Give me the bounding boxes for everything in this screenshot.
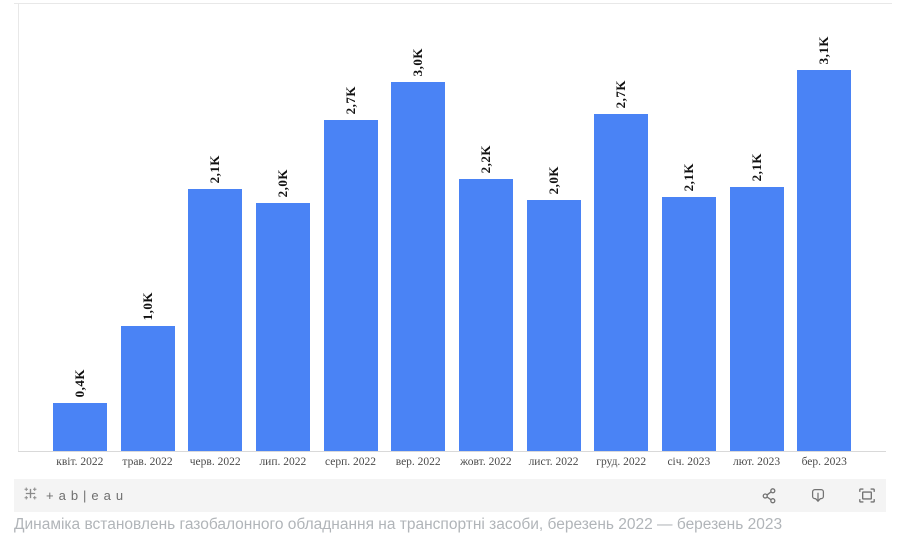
bar-column: 2,7K серп. 2022 [317,3,385,468]
tableau-logo-icon [22,485,39,507]
x-axis-tick-label: лист. 2022 [528,456,579,468]
bar-value-label: 2,1K [748,152,764,181]
bar[interactable] [729,187,784,451]
download-button[interactable] [807,485,829,506]
chart-top-border [14,3,892,4]
bar-value-label: 1,0K [139,291,155,320]
x-axis-line [18,451,886,452]
bar-column: 2,7K груд. 2022 [587,3,655,468]
x-axis-tick-label: трав. 2022 [122,456,173,468]
x-axis-tick-label: лип. 2022 [259,456,307,468]
bar[interactable] [391,82,446,451]
bar[interactable] [120,326,175,451]
bar-column: 2,0K лип. 2022 [249,3,317,468]
download-icon [809,487,827,504]
bar-value-label: 2,1K [680,162,696,191]
fullscreen-button[interactable] [856,485,878,506]
bar[interactable] [526,200,581,451]
bar-value-label: 2,7K [613,79,629,108]
x-axis-tick-label: бер. 2023 [801,456,847,468]
bars-area: 0,4K квіт. 2022 1,0K трав. 2022 2,1K черв. 20… [46,3,858,468]
bar-chart: 0,4K квіт. 2022 1,0K трав. 2022 2,1K черв. 20… [14,3,892,468]
x-axis-tick-label: жовт. 2022 [460,456,512,468]
bar[interactable] [323,120,378,451]
bar-column: 2,2K жовт. 2022 [452,3,520,468]
bar-value-label: 2,0K [274,168,290,197]
x-axis-tick-label: черв. 2022 [189,456,241,468]
x-axis-tick-label: серп. 2022 [325,456,377,468]
bar[interactable] [188,189,243,451]
fullscreen-icon [858,487,876,504]
tableau-toolbar: +ab|eau [14,479,886,512]
bar-column: 2,1K черв. 2022 [181,3,249,468]
bar-value-label: 2,1K [207,154,223,183]
bar-column: 0,4K квіт. 2022 [46,3,114,468]
bar-value-label: 2,0K [545,165,561,194]
bar-column: 1,0K трав. 2022 [114,3,182,468]
chart-caption: Динаміка встановлень газобалонного облад… [14,516,783,533]
x-axis-tick-label: груд. 2022 [596,456,647,468]
x-axis-tick-label: січ. 2023 [667,456,711,468]
bar-value-label: 0,4K [71,368,87,397]
y-axis-line [18,3,19,452]
bar[interactable] [52,403,107,451]
bar-value-label: 3,0K [410,47,426,76]
bar-column: 3,0K вер. 2022 [384,3,452,468]
x-axis-tick-label: лют. 2023 [733,456,781,468]
share-icon [761,487,778,504]
bar-value-label: 2,2K [477,144,493,173]
bar-column: 3,1K бер. 2023 [790,3,858,468]
x-axis-tick-label: квіт. 2022 [56,456,104,468]
bar-value-label: 3,1K [816,35,832,64]
bar[interactable] [255,203,310,451]
tableau-logo[interactable]: +ab|eau [22,485,128,507]
tableau-wordmark: +ab|eau [46,488,129,503]
bar[interactable] [594,114,649,451]
bar-column: 2,1K лют. 2023 [723,3,791,468]
x-axis-tick-label: вер. 2022 [395,456,441,468]
share-button[interactable] [759,485,780,506]
bar[interactable] [797,70,852,451]
bar-column: 2,1K січ. 2023 [655,3,723,468]
toolbar-actions [759,485,878,506]
bar-value-label: 2,7K [342,85,358,114]
bar[interactable] [458,179,513,451]
bar[interactable] [661,197,716,451]
bar-column: 2,0K лист. 2022 [520,3,588,468]
